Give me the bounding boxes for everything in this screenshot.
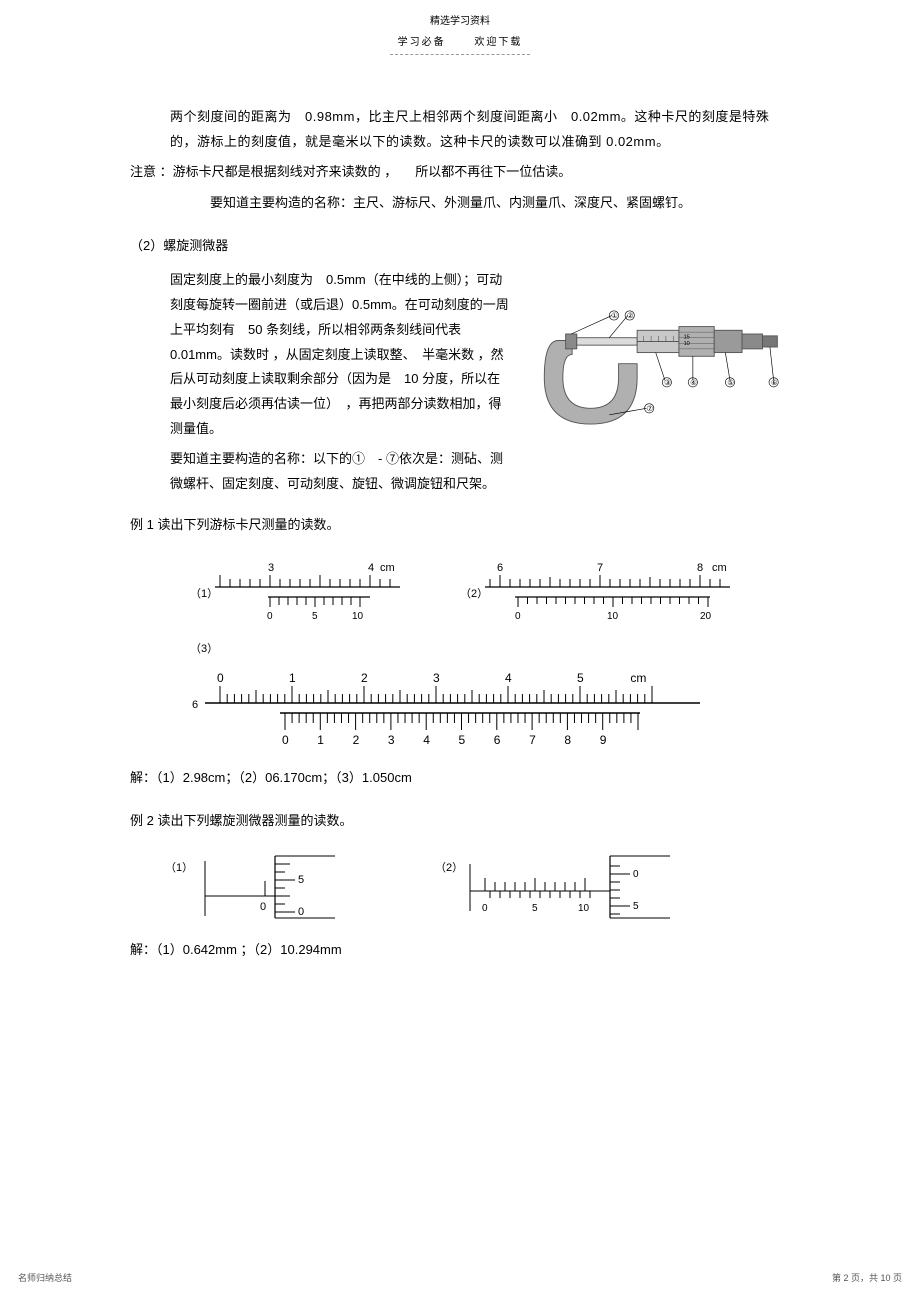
svg-text:10: 10 (578, 903, 590, 914)
ruler-2-wrap: （2） (460, 557, 740, 627)
svg-text:10: 10 (684, 342, 690, 348)
ruler-3-wrap: 6 0 1 2 3 4 5 cm 0 1 2 3 4 5 6 7 8 9 (130, 668, 790, 758)
example-1-title: 例 1 读出下列游标卡尺测量的读数。 (130, 513, 790, 538)
svg-text:5: 5 (577, 671, 584, 685)
example-2-answer: 解：（1）0.642mm ；（2）10.294mm (130, 938, 790, 963)
header-sub: 学习必备 欢迎下载 (0, 33, 920, 52)
svg-text:cm: cm (712, 562, 727, 574)
svg-text:5: 5 (532, 903, 538, 914)
paragraph-4: 固定刻度上的最小刻度为 0.5mm（在中线的上侧）；可动刻度每旋转一圈前进（或后… (170, 268, 510, 441)
example-1-answer: 解：（1）2.98cm；（2）06.170cm；（3）1.050cm (130, 766, 790, 791)
svg-text:3: 3 (433, 671, 440, 685)
svg-text:0: 0 (282, 733, 289, 747)
paragraph-5: 要知道主要构造的名称：以下的① - ⑦依次是：测砧、测微螺杆、固定刻度、可动刻度… (170, 447, 510, 496)
svg-text:0: 0 (260, 901, 266, 913)
svg-text:5: 5 (298, 874, 304, 886)
header-sub-right: 欢迎下载 (474, 37, 522, 48)
micro-reading-1: （1） 0 5 0 (165, 846, 365, 935)
svg-text:0: 0 (267, 611, 273, 622)
micro-label-5: ⑤ (727, 379, 734, 388)
ruler-3: 6 0 1 2 3 4 5 cm 0 1 2 3 4 5 6 7 8 9 (190, 668, 710, 758)
svg-text:（1）: （1） (190, 587, 218, 600)
svg-text:5: 5 (459, 733, 466, 747)
svg-text:8: 8 (697, 562, 703, 574)
p2-prefix: 注意 ：游标卡尺都是根据刻线对齐来读数的 ， (130, 164, 397, 179)
svg-text:5: 5 (312, 611, 318, 622)
svg-text:3: 3 (388, 733, 395, 747)
svg-text:7: 7 (529, 733, 536, 747)
micro-reading-2: （2） (435, 846, 685, 935)
micro-label-2: ② (627, 312, 634, 321)
svg-text:（2）: （2） (435, 861, 463, 874)
svg-text:9: 9 (600, 733, 607, 747)
svg-text:0: 0 (482, 903, 488, 914)
footer-right: 第 2 页，共 10 页 (832, 1270, 902, 1287)
svg-text:0: 0 (298, 906, 304, 918)
p2-suffix: 所以都不再往下一位估读。 (415, 164, 571, 179)
ruler-3-label: （3） (130, 639, 790, 660)
svg-text:8: 8 (564, 733, 571, 747)
svg-text:6: 6 (192, 699, 198, 711)
header-sub-left: 学习必备 (398, 37, 446, 48)
svg-text:（2）: （2） (460, 587, 488, 600)
paragraph-2: 注意 ：游标卡尺都是根据刻线对齐来读数的 ， 所以都不再往下一位估读。 (130, 160, 790, 185)
section-2-title: （2）螺旋测微器 (130, 234, 790, 259)
header-top: 精选学习资料 (0, 0, 920, 31)
micro-label-7: ⑦ (646, 405, 653, 414)
svg-text:4: 4 (505, 671, 512, 685)
svg-text:4: 4 (423, 733, 430, 747)
micrometer-block: 固定刻度上的最小刻度为 0.5mm（在中线的上侧）；可动刻度每旋转一圈前进（或后… (130, 268, 790, 496)
svg-text:（1）: （1） (165, 861, 193, 874)
svg-text:2: 2 (361, 671, 368, 685)
micrometer-diagram: 15 10 ① ② ③ ④ ⑤ ⑥ ⑦ (530, 308, 800, 438)
footer-left: 名师归纳总结 (18, 1270, 72, 1287)
micro-label-3: ③ (664, 379, 671, 388)
svg-text:1: 1 (289, 671, 296, 685)
svg-text:15: 15 (684, 335, 690, 341)
svg-text:10: 10 (607, 611, 619, 622)
ruler-1-wrap: （1） (190, 557, 410, 627)
paragraph-3: 要知道主要构造的名称：主尺、游标尺、外测量爪、内测量爪、深度尺、紧固螺钉。 (130, 191, 790, 216)
svg-text:cm: cm (380, 562, 395, 574)
ruler-1: （1） (190, 557, 410, 627)
svg-text:2: 2 (353, 733, 360, 747)
micro-examples-row: （1） 0 5 0 (130, 846, 790, 935)
micro-label-4: ④ (690, 379, 697, 388)
micro-label-1: ① (611, 312, 618, 321)
svg-text:6: 6 (494, 733, 501, 747)
svg-text:10: 10 (352, 611, 364, 622)
svg-text:1: 1 (317, 733, 324, 747)
page-content: 两个刻度间的距离为 0.98mm，比主尺上相邻两个刻度间距离小 0.02mm。这… (0, 55, 920, 963)
svg-text:5: 5 (633, 901, 639, 912)
svg-text:0: 0 (633, 869, 639, 880)
example-2-title: 例 2 读出下列螺旋测微器测量的读数。 (130, 809, 790, 834)
svg-text:0: 0 (217, 671, 224, 685)
svg-text:6: 6 (497, 562, 503, 574)
svg-text:7: 7 (597, 562, 603, 574)
svg-text:cm: cm (630, 671, 646, 685)
paragraph-1: 两个刻度间的距离为 0.98mm，比主尺上相邻两个刻度间距离小 0.02mm。这… (130, 105, 790, 154)
vernier-row-1: （1） (130, 557, 790, 627)
svg-text:0: 0 (515, 611, 521, 622)
svg-text:20: 20 (700, 611, 712, 622)
svg-text:4: 4 (368, 562, 374, 574)
svg-text:3: 3 (268, 562, 274, 574)
micro-label-6: ⑥ (771, 379, 778, 388)
ruler-2: （2） (460, 557, 740, 627)
